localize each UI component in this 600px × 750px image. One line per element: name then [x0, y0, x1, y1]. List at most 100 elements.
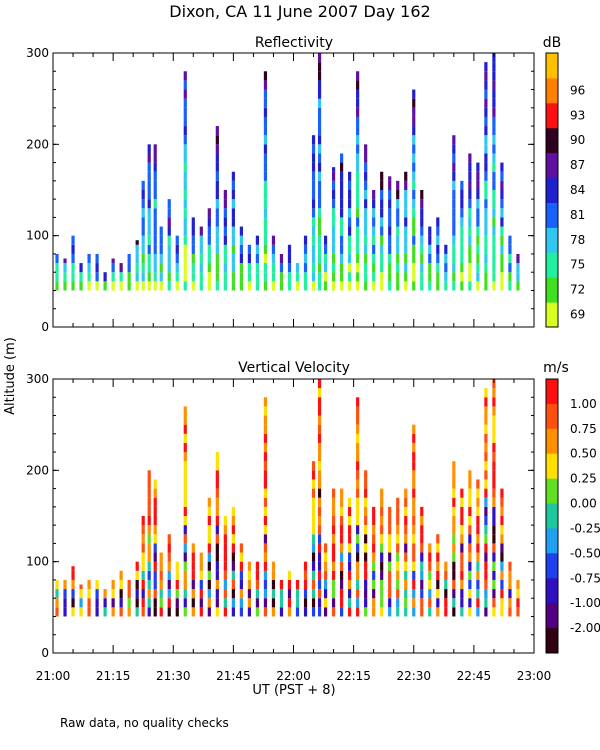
vertical-velocity-cell	[141, 579, 145, 590]
vertical-velocity-cell	[199, 561, 203, 571]
vertical-velocity-cell	[460, 561, 464, 571]
vertical-velocity-cell	[444, 561, 448, 571]
vertical-velocity-cell	[460, 488, 464, 498]
vertical-velocity-cell	[364, 488, 368, 498]
reflectivity-cell	[311, 135, 316, 145]
vertical-velocity-column	[63, 579, 67, 617]
vertical-velocity-cell	[317, 607, 322, 617]
reflectivity-colorbar-label: 78	[570, 233, 585, 247]
reflectivity-cell	[492, 153, 496, 163]
reflectivity-cell	[263, 116, 268, 127]
vertical-velocity-cell	[215, 598, 219, 608]
reflectivity-cell	[317, 126, 322, 136]
reflectivity-cell	[167, 199, 171, 209]
reflectivity-cell	[317, 71, 322, 81]
reflectivity-column	[396, 180, 400, 291]
vertical-velocity-cell	[356, 433, 360, 443]
reflectivity-column	[500, 162, 504, 291]
reflectivity-cell	[71, 235, 75, 245]
reflectivity-cell	[231, 199, 235, 209]
reflectivity-cell	[364, 226, 368, 236]
vertical-velocity-column	[436, 534, 440, 617]
reflectivity-cell	[516, 272, 520, 282]
reflectivity-cell	[452, 263, 456, 273]
vertical-velocity-cell	[468, 598, 472, 608]
reflectivity-cell	[223, 253, 227, 264]
vertical-velocity-cell	[183, 561, 187, 571]
vertical-velocity-cell	[263, 543, 268, 553]
vertical-velocity-cell	[500, 589, 504, 599]
vertical-velocity-cell	[215, 534, 219, 544]
reflectivity-cell	[317, 80, 322, 90]
vertical-velocity-cell	[468, 552, 472, 562]
vertical-velocity-colorbar-label: 0.25	[570, 472, 597, 486]
vertical-velocity-cell	[436, 570, 440, 580]
reflectivity-cell	[271, 281, 276, 291]
reflectivity-cell	[484, 190, 488, 200]
vertical-velocity-cell	[239, 579, 243, 590]
reflectivity-cell	[492, 235, 496, 245]
reflectivity-cell	[372, 281, 376, 291]
vertical-velocity-cell	[153, 506, 157, 516]
vertical-velocity-cell	[404, 561, 408, 571]
reflectivity-cell	[492, 217, 496, 227]
reflectivity-cell	[147, 208, 151, 218]
vertical-velocity-cell	[287, 570, 292, 580]
reflectivity-cell	[404, 199, 408, 209]
vertical-velocity-cell	[500, 579, 504, 590]
vertical-velocity-cell	[500, 497, 504, 507]
vertical-velocity-cell	[444, 607, 448, 617]
reflectivity-cell	[412, 226, 416, 236]
vertical-velocity-cell	[484, 506, 488, 516]
vertical-velocity-cell	[317, 579, 322, 590]
reflectivity-cell	[444, 253, 448, 264]
reflectivity-cell	[135, 272, 139, 282]
vertical-velocity-cell	[396, 598, 400, 608]
vertical-velocity-cell	[404, 497, 408, 507]
reflectivity-cell	[183, 244, 187, 254]
reflectivity-cell	[452, 144, 456, 154]
vertical-velocity-cell	[223, 516, 227, 526]
vertical-velocity-cell	[331, 598, 336, 608]
reflectivity-cell	[311, 281, 316, 291]
vertical-velocity-cell	[396, 589, 400, 599]
reflectivity-cell	[159, 226, 163, 236]
vertical-velocity-cell	[340, 516, 344, 526]
reflectivity-colorbar-swatch	[546, 102, 558, 129]
reflectivity-cell	[317, 208, 322, 218]
reflectivity-cell	[317, 180, 322, 190]
reflectivity-cell	[348, 253, 352, 264]
vertical-velocity-cell	[468, 543, 472, 553]
vertical-velocity-cell	[492, 589, 496, 599]
vertical-velocity-cell	[412, 497, 416, 507]
vertical-velocity-cell	[380, 543, 384, 553]
reflectivity-cell	[452, 235, 456, 245]
reflectivity-cell	[388, 281, 392, 291]
vertical-velocity-cell	[317, 534, 322, 544]
vertical-velocity-cell	[175, 607, 179, 617]
vertical-velocity-cell	[135, 598, 139, 608]
reflectivity-cell	[492, 107, 496, 117]
vertical-velocity-cell	[183, 589, 187, 599]
reflectivity-cell	[183, 217, 187, 227]
reflectivity-cell	[484, 153, 488, 163]
vertical-velocity-cell	[476, 570, 480, 580]
vertical-velocity-cell	[340, 534, 344, 544]
vertical-velocity-cell	[356, 452, 360, 462]
reflectivity-cell	[331, 167, 336, 172]
vertical-velocity-cell	[380, 516, 384, 526]
vertical-velocity-cell	[356, 561, 360, 571]
vertical-velocity-column	[500, 488, 504, 617]
vertical-velocity-cell	[331, 570, 336, 580]
reflectivity-cell	[295, 272, 300, 282]
reflectivity-column	[356, 71, 360, 291]
reflectivity-cell	[183, 180, 187, 190]
reflectivity-cell	[500, 171, 504, 181]
vertical-velocity-cell	[95, 579, 99, 590]
reflectivity-cell	[492, 272, 496, 282]
reflectivity-cell	[303, 272, 308, 282]
vertical-velocity-cell	[167, 552, 171, 562]
vertical-velocity-cell	[492, 433, 496, 443]
vertical-velocity-cell	[191, 543, 195, 553]
vertical-velocity-cell	[364, 543, 368, 553]
